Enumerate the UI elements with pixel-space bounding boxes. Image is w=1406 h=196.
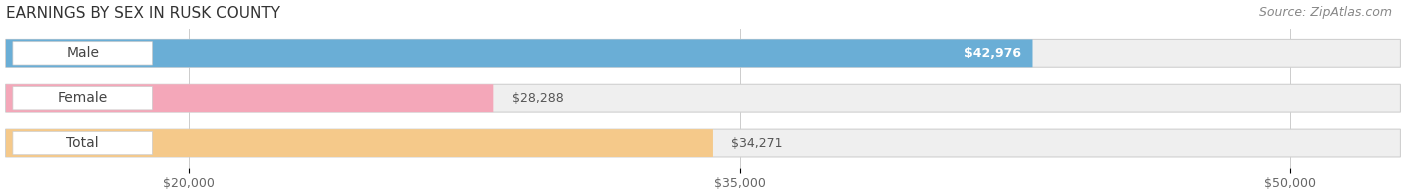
FancyBboxPatch shape [6, 84, 1400, 112]
FancyBboxPatch shape [13, 86, 152, 110]
FancyBboxPatch shape [13, 131, 152, 155]
Text: Male: Male [66, 46, 100, 60]
Text: $42,976: $42,976 [965, 47, 1022, 60]
Text: $34,271: $34,271 [731, 137, 783, 150]
Text: $28,288: $28,288 [512, 92, 564, 105]
Text: Female: Female [58, 91, 108, 105]
FancyBboxPatch shape [6, 129, 713, 157]
Text: Source: ZipAtlas.com: Source: ZipAtlas.com [1258, 6, 1392, 19]
Text: Total: Total [66, 136, 98, 150]
FancyBboxPatch shape [6, 39, 1400, 67]
FancyBboxPatch shape [6, 129, 1400, 157]
FancyBboxPatch shape [13, 42, 152, 65]
Text: EARNINGS BY SEX IN RUSK COUNTY: EARNINGS BY SEX IN RUSK COUNTY [6, 5, 280, 21]
FancyBboxPatch shape [6, 84, 494, 112]
FancyBboxPatch shape [6, 39, 1032, 67]
